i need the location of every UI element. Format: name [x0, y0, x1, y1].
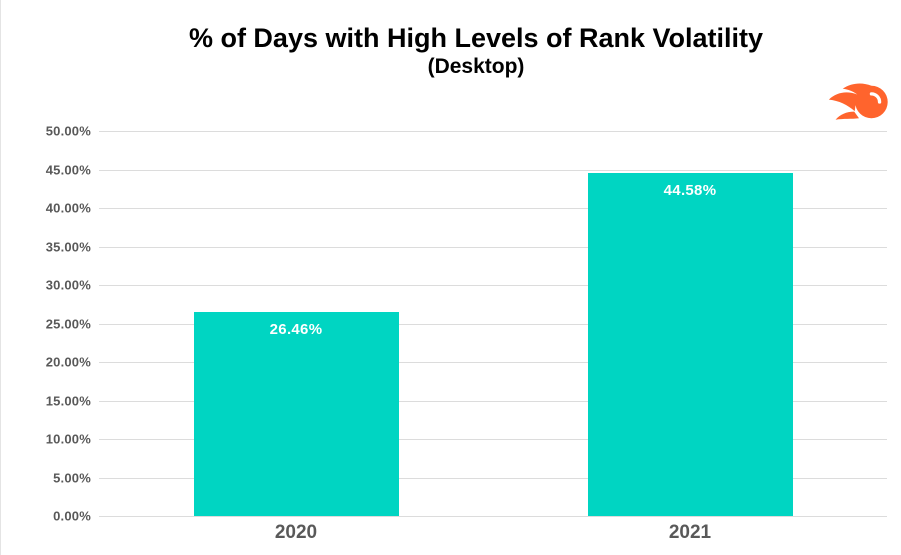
bar-value-label: 44.58%	[663, 181, 717, 199]
gridline	[99, 516, 887, 517]
x-axis-label-2020: 2020	[274, 522, 318, 543]
gridline	[99, 439, 887, 440]
chart-header: % of Days with High Levels of Rank Volat…	[1, 22, 901, 80]
y-axis-tick: 10.00%	[45, 431, 91, 447]
y-axis-tick: 30.00%	[45, 277, 91, 293]
y-axis-tick: 35.00%	[45, 239, 91, 254]
y-axis-tick: 45.00%	[45, 162, 91, 177]
y-axis-tick: 0.00%	[53, 508, 91, 524]
chart-title: % of Days with High Levels of Rank Volat…	[188, 23, 764, 53]
gridline	[99, 323, 887, 325]
chart-subtitle: (Desktop)	[427, 55, 525, 78]
gridline	[99, 208, 887, 209]
gridline	[99, 285, 887, 286]
y-axis-tick: 25.00%	[45, 316, 91, 331]
y-axis-tick: 20.00%	[45, 354, 91, 370]
bar-2021: 44.58%	[587, 172, 793, 516]
gridline	[99, 169, 887, 171]
gridline	[99, 400, 887, 402]
y-axis-tick: 15.00%	[45, 393, 91, 408]
semrush-logo-icon	[828, 83, 888, 120]
y-axis-tick: 40.00%	[45, 200, 91, 216]
gridline	[99, 131, 887, 132]
bar-value-label: 26.46%	[269, 321, 323, 339]
y-axis-tick: 50.00%	[45, 123, 91, 139]
y-axis-tick: 5.00%	[53, 470, 91, 485]
gridline	[99, 477, 887, 479]
bar-2020: 26.46%	[193, 312, 399, 516]
x-axis-label-2021: 2021	[668, 522, 712, 543]
gridline	[99, 246, 887, 248]
gridline	[99, 362, 887, 363]
